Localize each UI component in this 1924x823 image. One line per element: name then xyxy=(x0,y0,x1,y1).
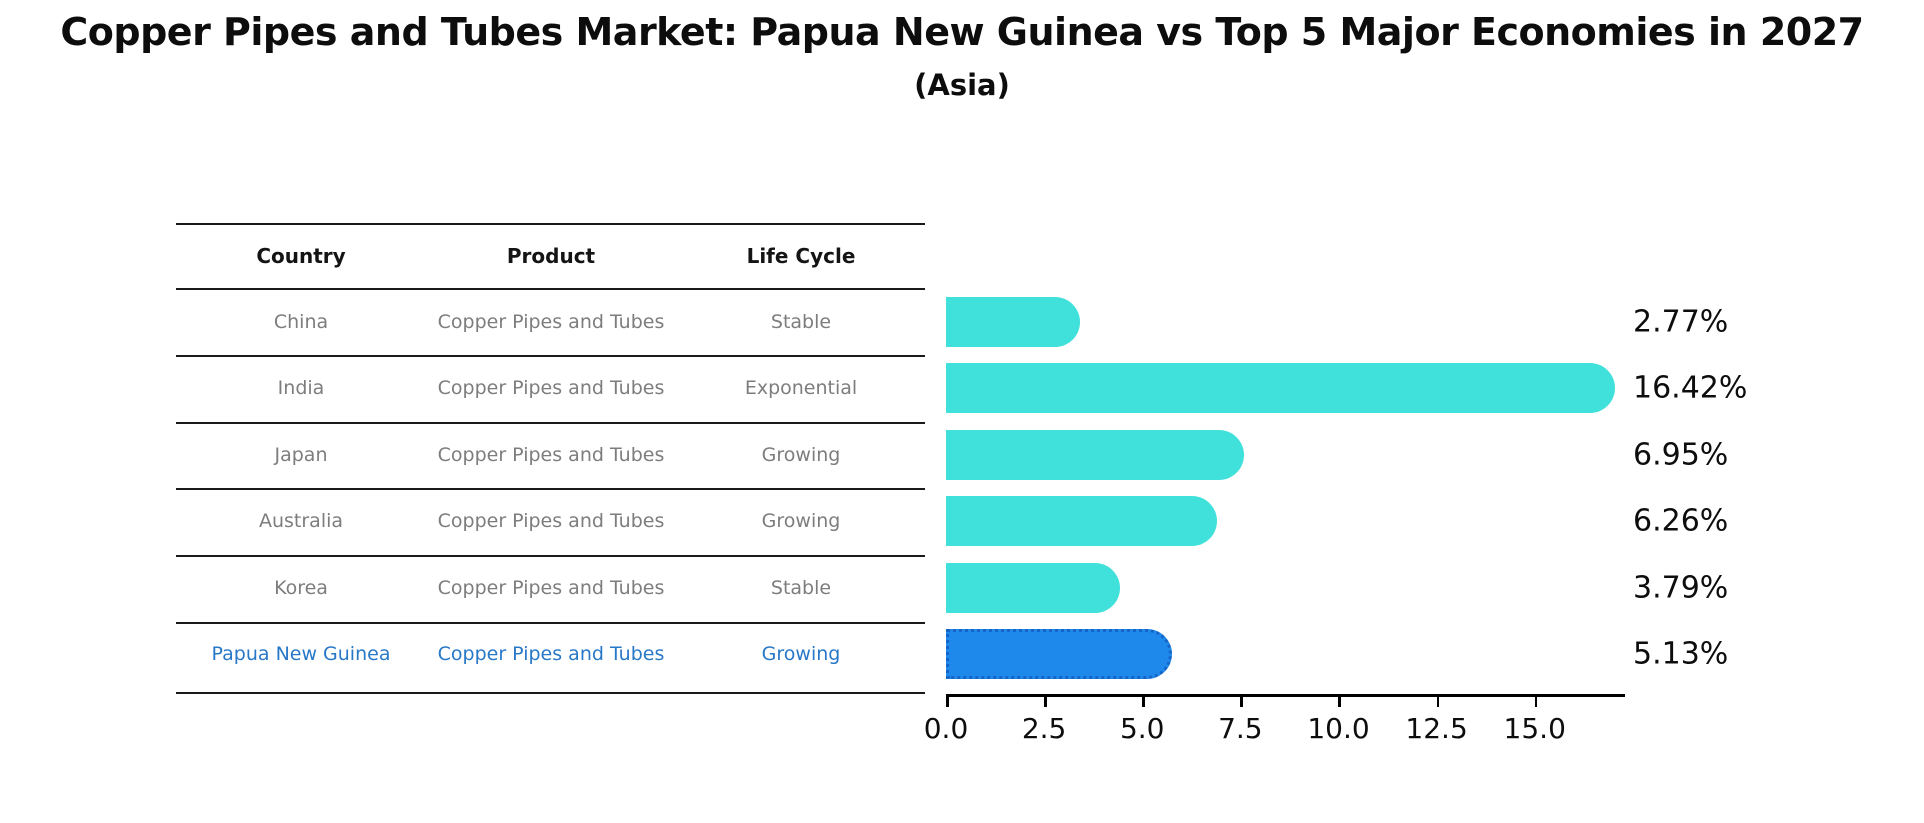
bar xyxy=(946,297,1080,347)
bar-value-label: 5.13% xyxy=(1633,636,1729,672)
bar-highlight xyxy=(946,629,1173,679)
table-rule xyxy=(176,621,925,624)
x-axis-tick-label: 10.0 xyxy=(1307,712,1370,745)
table-cell-country: Japan xyxy=(274,443,328,466)
chart-title: Copper Pipes and Tubes Market: Papua New… xyxy=(60,10,1864,54)
table-cell-product: Copper Pipes and Tubes xyxy=(437,377,665,400)
bar-value-label: 2.77% xyxy=(1633,304,1729,340)
x-axis-tick xyxy=(1240,697,1243,707)
x-axis-tick xyxy=(1534,697,1538,707)
table-rule xyxy=(176,488,925,491)
x-axis-tick-label: 0.0 xyxy=(923,712,969,745)
table-rule xyxy=(176,421,925,424)
table-rule xyxy=(176,222,925,225)
table-cell-product: Copper Pipes and Tubes xyxy=(437,311,665,333)
table-rule xyxy=(176,355,925,357)
table-cell-country: China xyxy=(273,311,329,333)
table-cell-life-cycle: Growing xyxy=(761,443,841,466)
bar-value-label: 3.79% xyxy=(1633,570,1729,606)
x-axis-tick-label: 15.0 xyxy=(1503,712,1566,745)
table-cell-life-cycle: Exponential xyxy=(744,377,858,400)
table-cell-life-cycle: Growing xyxy=(761,643,841,665)
bar xyxy=(946,562,1120,613)
x-axis-tick xyxy=(1338,697,1341,707)
bar-value-label: 6.26% xyxy=(1633,503,1729,539)
bar-value-label: 6.95% xyxy=(1633,437,1729,473)
table-header-country: Country xyxy=(256,244,346,268)
x-axis-tick xyxy=(1044,697,1047,707)
table-rule xyxy=(176,288,925,291)
x-axis-tick xyxy=(1436,697,1440,707)
table-header-product: Product xyxy=(506,244,596,268)
chart-subtitle: (Asia) xyxy=(914,68,1010,102)
bar xyxy=(946,363,1616,414)
table-cell-country: Korea xyxy=(274,576,328,599)
table-cell-product: Copper Pipes and Tubes xyxy=(437,576,665,599)
table-cell-country: Papua New Guinea xyxy=(211,643,391,665)
table-cell-country: Australia xyxy=(258,510,344,533)
table-cell-life-cycle: Growing xyxy=(761,510,841,533)
table-cell-product: Copper Pipes and Tubes xyxy=(437,510,665,533)
table-cell-life-cycle: Stable xyxy=(770,576,832,599)
bar xyxy=(946,496,1217,547)
table-cell-country: India xyxy=(277,377,325,400)
x-axis-tick-label: 7.5 xyxy=(1218,712,1263,745)
table-rule xyxy=(176,691,925,694)
table-rule xyxy=(176,555,925,557)
x-axis-tick-label: 5.0 xyxy=(1119,712,1165,745)
table-cell-life-cycle: Stable xyxy=(770,311,832,333)
x-axis-line xyxy=(946,694,1625,697)
bar xyxy=(946,429,1244,480)
bar-value-label: 16.42% xyxy=(1633,370,1748,406)
table-cell-product: Copper Pipes and Tubes xyxy=(437,443,665,466)
x-axis-tick-label: 2.5 xyxy=(1021,712,1067,745)
table-header-life-cycle: Life Cycle xyxy=(746,244,856,268)
x-axis-tick xyxy=(946,697,949,707)
table-cell-product: Copper Pipes and Tubes xyxy=(437,643,665,665)
x-axis-tick xyxy=(1142,697,1145,707)
x-axis-tick-label: 12.5 xyxy=(1405,712,1468,745)
